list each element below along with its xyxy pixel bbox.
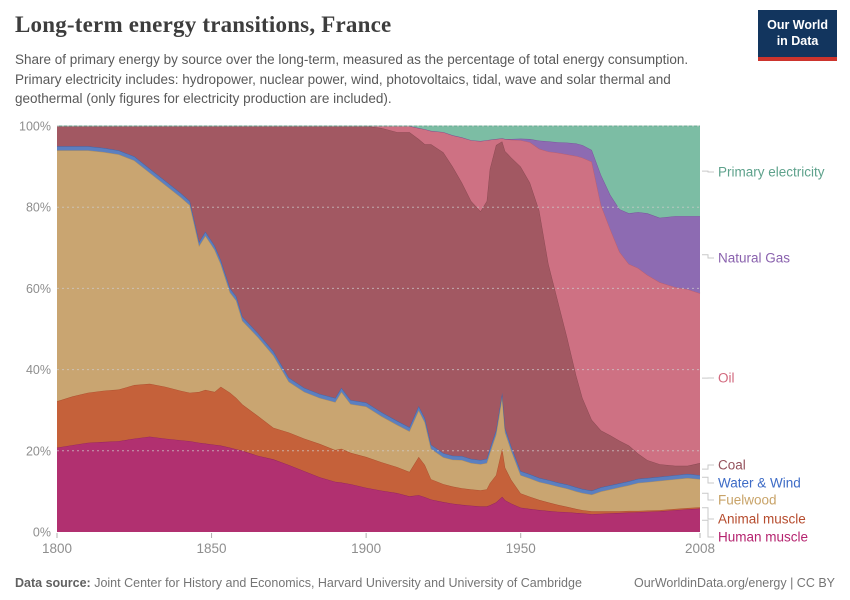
data-source-note: Data source: Joint Center for History an… [15, 576, 582, 590]
legend-label-animal-muscle[interactable]: Animal muscle [718, 512, 806, 527]
owid-logo-line2: in Data [776, 34, 819, 49]
legend-label-oil[interactable]: Oil [718, 371, 735, 386]
owid-license-link[interactable]: OurWorldinData.org/energy | CC BY [633, 576, 835, 590]
legend-label-natural-gas[interactable]: Natural Gas [718, 251, 790, 266]
page-title: Long-term energy transitions, France [15, 12, 392, 37]
legend-label-human-muscle[interactable]: Human muscle [718, 530, 808, 545]
legend-label-fuelwood[interactable]: Fuelwood [718, 493, 777, 508]
chart-subtitle: Share of primary energy by source over t… [15, 52, 689, 107]
legend-label-water-wind[interactable]: Water & Wind [718, 476, 801, 491]
x-axis-label-2008: 2008 [685, 541, 715, 556]
x-axis-label-1800: 1800 [42, 541, 72, 556]
area-border-fuelwood [57, 149, 701, 496]
area-fuelwood[interactable] [57, 150, 700, 512]
chart-footer: Data source: Joint Center for History an… [15, 576, 835, 590]
y-axis-label-0: 0% [33, 526, 51, 540]
y-axis-label-60: 60% [26, 282, 51, 296]
legend-connector-animal-muscle [702, 507, 714, 520]
area-oil[interactable] [57, 126, 700, 466]
area-coal[interactable] [57, 126, 700, 491]
legend-connector-water-wind [702, 476, 714, 484]
y-axis-label-20: 20% [26, 444, 51, 458]
y-axis-label-100: 100% [19, 120, 51, 134]
legend-label-primary-electricity[interactable]: Primary electricity [718, 165, 825, 180]
data-source-text: Joint Center for History and Economics, … [90, 576, 582, 590]
owid-logo-line1: Our World [767, 18, 828, 32]
area-animal-muscle[interactable] [57, 383, 700, 515]
legend-connector-fuelwood [702, 492, 714, 501]
y-axis-label-40: 40% [26, 363, 51, 377]
area-human-muscle[interactable] [57, 436, 700, 532]
data-source-label: Data source: [15, 576, 91, 590]
x-axis-label-1850: 1850 [197, 541, 227, 556]
legend-label-coal[interactable]: Coal [718, 458, 746, 473]
x-axis-label-1950: 1950 [506, 541, 536, 556]
y-axis-label-80: 80% [26, 201, 51, 215]
x-axis-label-1900: 1900 [351, 541, 381, 556]
legend-connector-natural-gas [702, 254, 714, 259]
legend-connector-coal [702, 464, 714, 470]
area-primary-electricity[interactable] [57, 126, 700, 218]
legend-connector-human-muscle [702, 519, 714, 538]
owid-logo[interactable]: Our World in Data [758, 10, 837, 61]
legend-connector-primary-electricity [702, 170, 714, 173]
